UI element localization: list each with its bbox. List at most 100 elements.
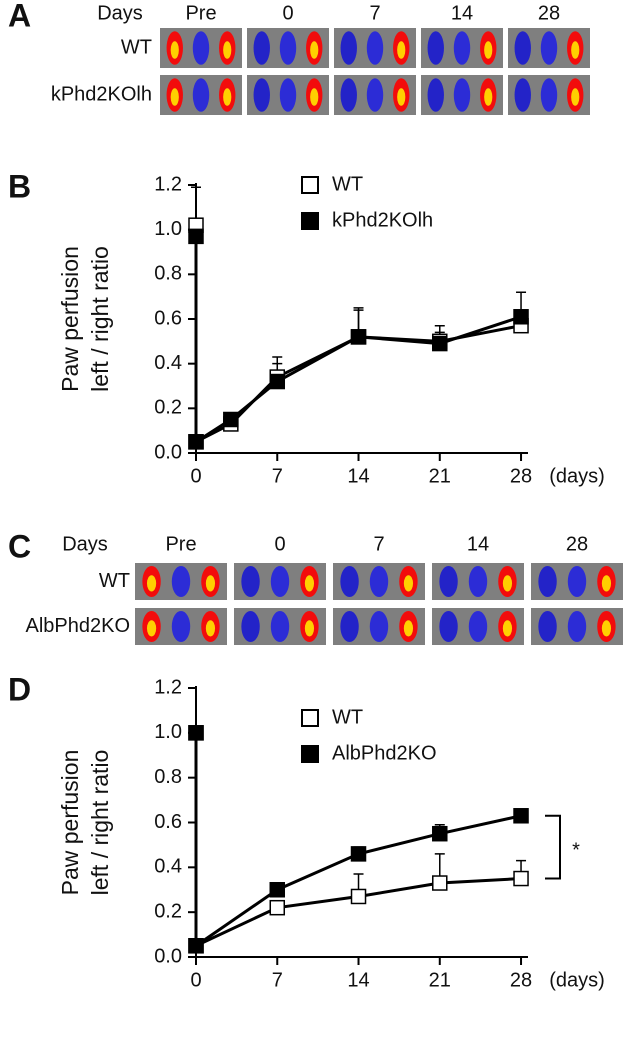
row-label: WT	[121, 36, 152, 58]
paw	[171, 565, 191, 598]
y-tick-label: 0.0	[154, 441, 182, 463]
x-tick-label: 14	[347, 465, 369, 487]
y-tick-label: 0.4	[154, 856, 182, 878]
marker	[188, 434, 204, 450]
paw	[340, 565, 359, 598]
paw-core	[170, 88, 179, 106]
x-tick-label: 28	[510, 465, 532, 487]
marker	[350, 846, 367, 862]
y-tick-label: 0.2	[154, 397, 182, 419]
paw	[439, 610, 458, 643]
paw	[171, 610, 191, 643]
x-tick-label: 21	[429, 969, 451, 991]
paw-core	[304, 620, 315, 637]
column-label: Pre	[185, 2, 216, 24]
paw	[279, 78, 297, 112]
paw-core	[484, 88, 493, 106]
legend-label: kPhd2KOlh	[332, 209, 433, 231]
paw	[538, 565, 557, 598]
paw	[253, 31, 270, 65]
column-label: 7	[369, 2, 380, 24]
paw-core	[223, 88, 232, 106]
y-tick-label: 0.0	[154, 945, 182, 967]
marker	[432, 335, 448, 352]
y-tick-label: 0.6	[154, 307, 182, 329]
column-label: 0	[274, 533, 285, 555]
column-label: 28	[538, 2, 560, 24]
legend-label: WT	[332, 173, 363, 195]
panel-label: B	[8, 168, 31, 204]
column-label: 14	[467, 533, 489, 555]
paw-core	[502, 575, 513, 592]
marker	[223, 411, 239, 428]
paw	[366, 78, 384, 112]
series-line	[194, 732, 522, 949]
paw	[514, 31, 531, 65]
column-label: 0	[282, 2, 293, 24]
annotation: *	[572, 839, 580, 861]
paw	[514, 78, 531, 112]
column-label: Pre	[165, 533, 196, 555]
y-axis-label: Paw perfusion	[57, 246, 83, 392]
y-axis-label: Paw perfusion	[57, 750, 83, 896]
marker	[350, 329, 367, 345]
y-tick-label: 1.2	[154, 173, 182, 195]
marker	[188, 725, 204, 741]
days-header: Days	[62, 533, 108, 555]
paw	[270, 610, 290, 643]
paw-core	[403, 575, 414, 592]
significance-bracket	[545, 814, 561, 880]
paw	[453, 31, 471, 65]
paw	[369, 610, 389, 643]
paw-core	[571, 88, 580, 106]
row-label: AlbPhd2KO	[25, 615, 130, 637]
paw	[340, 31, 357, 65]
legend-swatch	[301, 745, 319, 763]
marker	[269, 882, 286, 898]
paw	[468, 610, 488, 643]
paw	[279, 31, 297, 65]
paw	[540, 78, 558, 112]
marker	[432, 875, 448, 891]
paw	[567, 565, 587, 598]
x-tick-label: 14	[347, 969, 369, 991]
paw	[369, 565, 389, 598]
paw-core	[304, 575, 315, 592]
paw-core	[223, 41, 232, 59]
x-tick-label: 0	[190, 969, 201, 991]
paw	[427, 31, 444, 65]
paw-core	[502, 620, 513, 637]
paw	[270, 565, 290, 598]
y-tick-label: 0.6	[154, 811, 182, 833]
y-axis-label: left / right ratio	[87, 750, 113, 896]
paw	[453, 78, 471, 112]
marker	[269, 899, 286, 916]
paw	[340, 610, 359, 643]
marker	[513, 309, 529, 325]
marker	[269, 373, 286, 390]
paw-core	[205, 620, 216, 637]
paw-core	[397, 41, 406, 59]
y-tick-label: 0.8	[154, 263, 182, 285]
paw	[439, 565, 458, 598]
paw	[253, 78, 270, 112]
legend-swatch	[301, 176, 319, 194]
legend-swatch	[301, 212, 319, 230]
column-label: 14	[451, 2, 473, 24]
x-unit: (days)	[549, 465, 605, 487]
panel-label: D	[8, 671, 31, 707]
paw-core	[146, 575, 157, 592]
days-header: Days	[97, 2, 143, 24]
x-tick-label: 7	[272, 969, 283, 991]
y-tick-label: 0.2	[154, 900, 182, 922]
column-label: 7	[373, 533, 384, 555]
paw	[366, 31, 384, 65]
legend-label: AlbPhd2KO	[332, 742, 437, 764]
paw-core	[601, 575, 612, 592]
paw-core	[403, 620, 414, 637]
paw	[192, 78, 210, 112]
paw	[567, 610, 587, 643]
y-tick-label: 1.0	[154, 218, 182, 240]
y-tick-label: 1.0	[154, 721, 182, 743]
